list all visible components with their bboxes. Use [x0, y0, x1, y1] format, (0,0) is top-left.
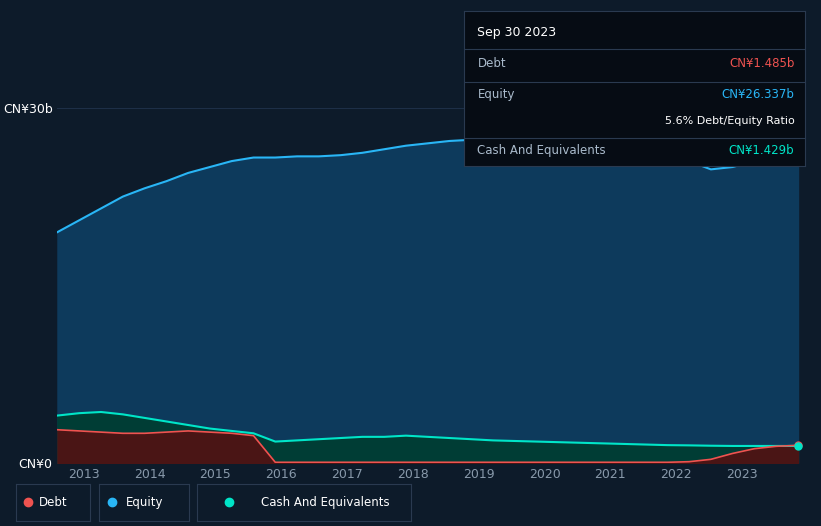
- Text: Debt: Debt: [39, 496, 67, 509]
- Text: Cash And Equivalents: Cash And Equivalents: [478, 144, 606, 157]
- Text: Equity: Equity: [478, 88, 515, 101]
- Text: CN¥1.429b: CN¥1.429b: [729, 144, 795, 157]
- Text: CN¥1.485b: CN¥1.485b: [729, 57, 795, 70]
- Text: Cash And Equivalents: Cash And Equivalents: [261, 496, 390, 509]
- Text: CN¥26.337b: CN¥26.337b: [722, 88, 795, 101]
- Text: Debt: Debt: [478, 57, 506, 70]
- Text: Equity: Equity: [126, 496, 163, 509]
- Text: Sep 30 2023: Sep 30 2023: [478, 26, 557, 39]
- Text: 5.6% Debt/Equity Ratio: 5.6% Debt/Equity Ratio: [665, 116, 795, 126]
